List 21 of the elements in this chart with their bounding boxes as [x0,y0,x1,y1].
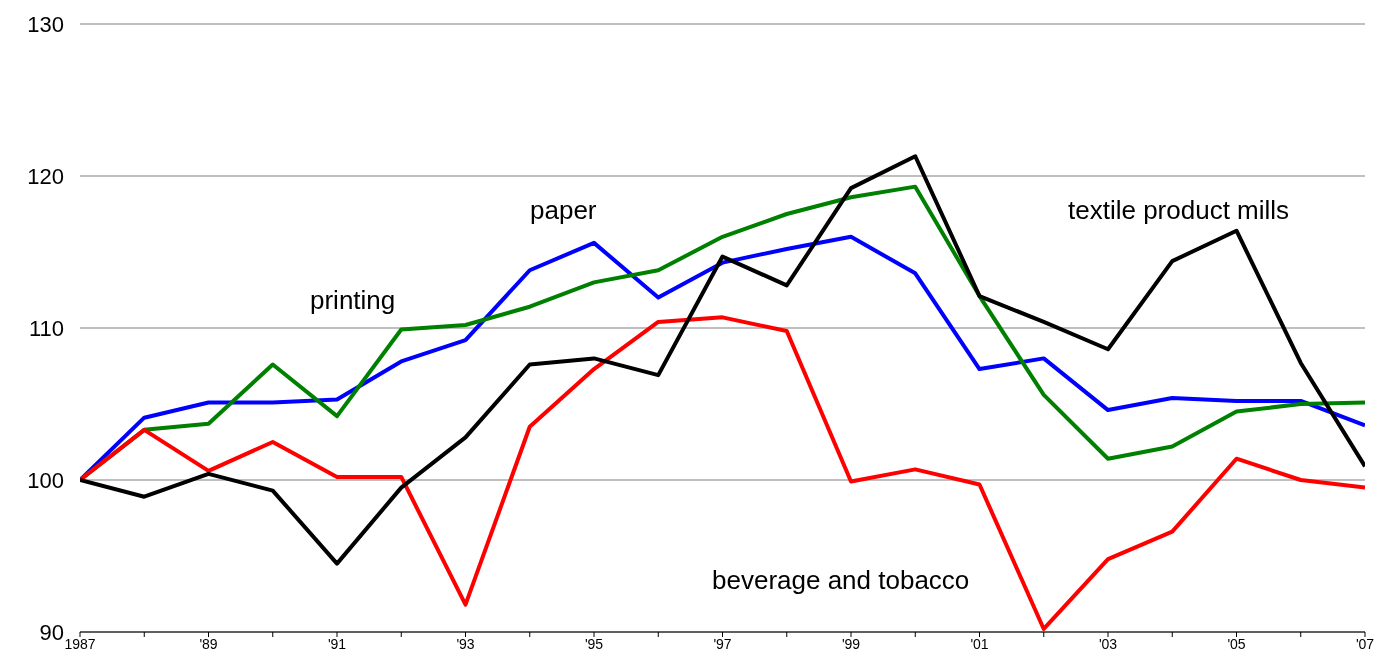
y-tick-label: 130 [27,11,64,37]
y-tick-label: 100 [27,467,64,493]
x-tick-label: '99 [841,635,861,652]
x-tick-label: '91 [327,635,347,652]
line-series [80,154,1365,566]
x-tick-label: '01 [970,635,989,652]
x-tick-label: '95 [584,635,604,652]
y-tick-label: 120 [27,163,64,189]
series-label: beverage and tobacco [712,565,970,596]
series-label: paper [530,195,597,226]
series-label: textile product mills [1068,195,1290,226]
x-tick-label: '07 [1355,635,1375,652]
x-tick-label: '89 [199,635,218,652]
y-tick-label: 110 [28,315,64,341]
y-tick-label: 90 [39,619,64,645]
x-tick-label: '05 [1227,635,1246,652]
x-tick-label: 1987 [64,635,96,652]
x-tick-label: '97 [713,635,732,652]
x-tick-label: '93 [456,635,475,652]
series-label: printing [310,285,396,316]
x-tick-label: '03 [1098,635,1118,652]
